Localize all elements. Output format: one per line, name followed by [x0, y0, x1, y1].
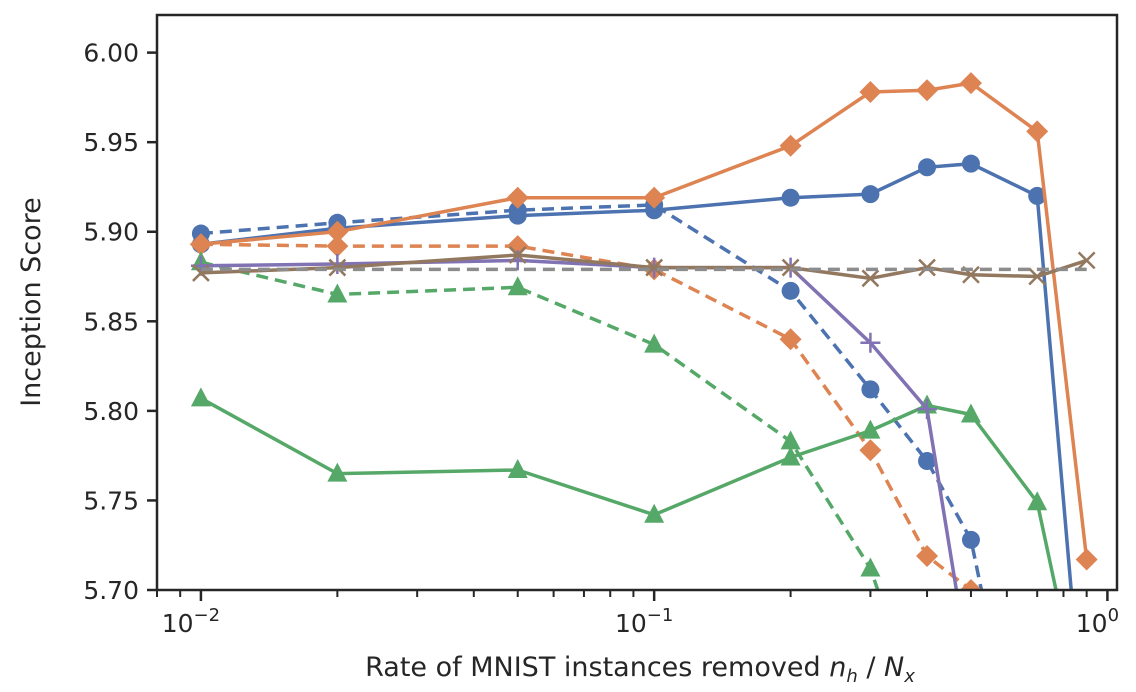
y-tick-label: 5.75: [83, 486, 139, 515]
data-point: [916, 544, 939, 567]
data-point: [508, 246, 527, 264]
x-tick-label: 10−2: [162, 605, 220, 638]
data-point: [189, 233, 212, 256]
series-line: [200, 396, 1058, 590]
x-axis-label-text: Rate of MNIST instances removed: [365, 652, 820, 683]
data-point: [916, 79, 939, 102]
data-point: [326, 235, 349, 258]
data-point: [918, 258, 936, 277]
data-point: [961, 154, 980, 173]
series-6: [190, 250, 959, 590]
plot-frame: [155, 13, 1119, 592]
data-point: [859, 439, 882, 462]
data-point: [1077, 251, 1096, 270]
series-1: [191, 195, 984, 590]
data-point: [507, 276, 528, 296]
data-point: [861, 269, 880, 288]
series-line: [200, 253, 1088, 281]
data-point: [781, 188, 800, 207]
data-point: [861, 380, 880, 399]
series-line: [200, 161, 1073, 590]
data-point: [780, 430, 801, 450]
data-point: [860, 557, 881, 577]
data-point: [959, 72, 982, 95]
series-7: [192, 246, 1096, 288]
data-point: [192, 264, 210, 282]
data-point: [781, 258, 800, 277]
series-5: [190, 251, 881, 590]
data-point: [960, 403, 981, 423]
axes-layer: 5.70 5.75 5.80 5.85 5.90 5.95 6.00 10−2 10−1 100: [83, 39, 1119, 638]
series-4: [190, 387, 1058, 590]
data-point: [645, 258, 664, 277]
data-point: [190, 387, 211, 407]
data-point: [326, 220, 349, 243]
data-point: [1028, 267, 1047, 286]
data-point: [918, 452, 937, 471]
x-tick-label: 100: [1076, 605, 1119, 638]
data-point: [860, 419, 881, 439]
x-axis-label: Rate of MNIST instances removed nh / Nx: [365, 652, 915, 687]
series-line: [200, 258, 959, 590]
data-point: [328, 258, 347, 277]
data-point: [508, 201, 527, 220]
y-tick-label: 5.90: [83, 218, 139, 247]
data-point: [643, 186, 666, 209]
data-point: [917, 399, 938, 420]
data-point: [860, 332, 881, 353]
data-point: [779, 134, 802, 157]
data-point: [861, 185, 880, 204]
series-line: [200, 242, 973, 590]
y-axis-label: Inception Score: [16, 197, 47, 407]
data-point: [507, 458, 528, 478]
y-tick-label: 5.95: [83, 128, 139, 157]
data-point: [859, 81, 882, 104]
y-tick-label: 5.80: [83, 397, 139, 426]
data-point: [918, 158, 937, 177]
series-layer: [189, 72, 1098, 590]
data-point: [506, 235, 529, 258]
x-tick-label: 10−1: [615, 605, 673, 638]
y-tick-label: 6.00: [83, 39, 139, 68]
series-3: [189, 233, 982, 590]
series-2: [189, 72, 1098, 571]
data-point: [1075, 548, 1098, 571]
y-tick-label: 5.85: [83, 307, 139, 336]
data-point: [1028, 186, 1047, 205]
series-0: [191, 154, 1073, 590]
data-point: [506, 186, 529, 209]
y-tick-label: 5.70: [83, 576, 139, 605]
data-point: [644, 503, 665, 523]
data-point: [779, 328, 802, 351]
series-line: [200, 81, 1089, 560]
series-line: [200, 260, 880, 590]
data-point: [327, 462, 348, 482]
data-point: [644, 333, 665, 353]
data-point: [1026, 120, 1049, 143]
data-point: [1027, 491, 1048, 511]
data-point: [781, 281, 800, 300]
data-point: [327, 283, 348, 303]
data-point: [961, 530, 980, 549]
data-point: [780, 446, 801, 466]
data-point: [959, 579, 982, 590]
